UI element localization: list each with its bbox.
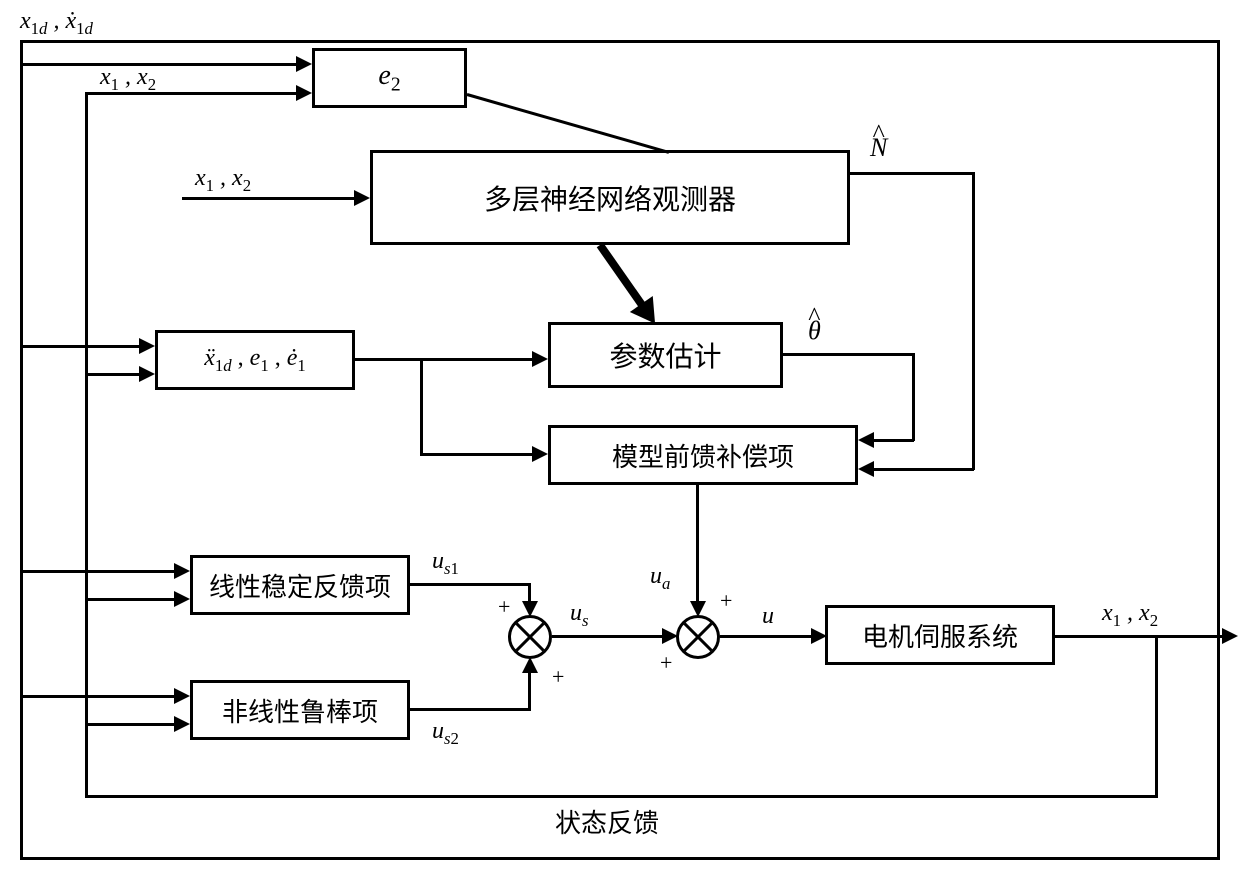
label-nhat: N	[870, 133, 887, 163]
block-linear-feedback: 线性稳定反馈项	[190, 555, 410, 615]
wire-nn-out	[850, 172, 975, 175]
arrow-to-e2-bot	[296, 85, 312, 101]
summer-u	[676, 615, 720, 659]
arrow-to-err-top	[139, 338, 155, 354]
arrow-to-e2-top	[296, 56, 312, 72]
wire-to-e2-top	[23, 63, 298, 66]
wire-us	[552, 635, 664, 638]
block-servo: 电机伺服系统	[825, 605, 1055, 665]
wire-err-main	[355, 358, 534, 361]
label-state-feedback: 状态反馈	[555, 803, 659, 840]
wire-to-err-bot	[85, 373, 141, 376]
block-e2: e2	[312, 48, 467, 108]
wire-u	[720, 635, 813, 638]
arrow-x1x2-nn	[354, 190, 370, 206]
label-us2: us2	[432, 718, 459, 749]
wire-to-lin-bot	[85, 598, 176, 601]
label-u: u	[762, 603, 774, 630]
wire-bus-inner	[85, 92, 88, 797]
wire-to-err-top	[23, 345, 141, 348]
wire-to-rob-top	[23, 695, 176, 698]
block-error-signals: ẍ1d , e1 , ė1	[155, 330, 355, 390]
label-thetahat: θ	[808, 316, 821, 346]
block-feedforward: 模型前馈补偿项	[548, 425, 858, 485]
wire-us1-h	[410, 583, 530, 586]
plus-us1: +	[498, 594, 510, 620]
label-us1: us1	[432, 548, 459, 579]
wire-to-rob-bot	[85, 723, 176, 726]
wire-ua	[696, 485, 699, 603]
arrow-servo-out	[1222, 628, 1238, 644]
arrow-to-lin-bot	[174, 591, 190, 607]
arrow-us1	[522, 601, 538, 617]
arrow-to-lin-top	[174, 563, 190, 579]
wire-x1x2-nn	[182, 197, 356, 200]
wire-to-lin-top	[23, 570, 176, 573]
wire-param-out	[783, 353, 915, 356]
wire-nhat-to-ff	[874, 468, 974, 471]
plus-us2: +	[552, 664, 564, 690]
wire-servo-out	[1055, 635, 1233, 638]
arrow-us2	[522, 657, 538, 673]
plus-ua: +	[720, 588, 732, 614]
label-x1x2-out: x1 , x2	[1102, 600, 1158, 631]
wire-us2-h	[410, 708, 530, 711]
wire-us2-v	[528, 671, 531, 711]
plus-us-into-sum2: +	[660, 650, 672, 676]
arrow-u	[811, 628, 827, 644]
wire-nhat-down	[972, 172, 975, 470]
label-us: us	[570, 600, 589, 631]
wire-theta-down	[912, 353, 915, 441]
wire-us1-v	[528, 583, 531, 603]
arrow-to-err-bot	[139, 366, 155, 382]
block-param-estimation: 参数估计	[548, 322, 783, 388]
arrow-err-to-ff	[532, 446, 548, 462]
wire-theta-to-ff	[874, 439, 914, 442]
wire-fb-down	[1155, 635, 1158, 795]
wire-fb-left	[85, 795, 1158, 798]
diagram-canvas: e2 多层神经网络观测器 ẍ1d , e1 , ė1 参数估计 模型前馈补偿项 …	[0, 0, 1240, 875]
block-error-label: ẍ1d , e1 , ė1	[204, 345, 306, 376]
summer-us	[508, 615, 552, 659]
block-e2-label: e2	[378, 60, 400, 97]
label-input-desired: x1d , ẋ1d	[20, 8, 93, 39]
label-x1x2-top: x1 , x2	[100, 64, 156, 95]
arrow-ua	[690, 601, 706, 617]
wire-err-to-ff	[420, 453, 534, 456]
block-robust: 非线性鲁棒项	[190, 680, 410, 740]
arrow-theta-to-ff	[858, 432, 874, 448]
arrow-to-rob-bot	[174, 716, 190, 732]
label-x1x2-nn: x1 , x2	[195, 165, 251, 196]
block-nn-observer: 多层神经网络观测器	[370, 150, 850, 245]
arrow-to-rob-top	[174, 688, 190, 704]
wire-err-branch-down	[420, 358, 423, 455]
arrow-err-to-param	[532, 351, 548, 367]
arrow-nhat-to-ff	[858, 461, 874, 477]
label-ua: ua	[650, 563, 670, 594]
arrow-us	[662, 628, 678, 644]
